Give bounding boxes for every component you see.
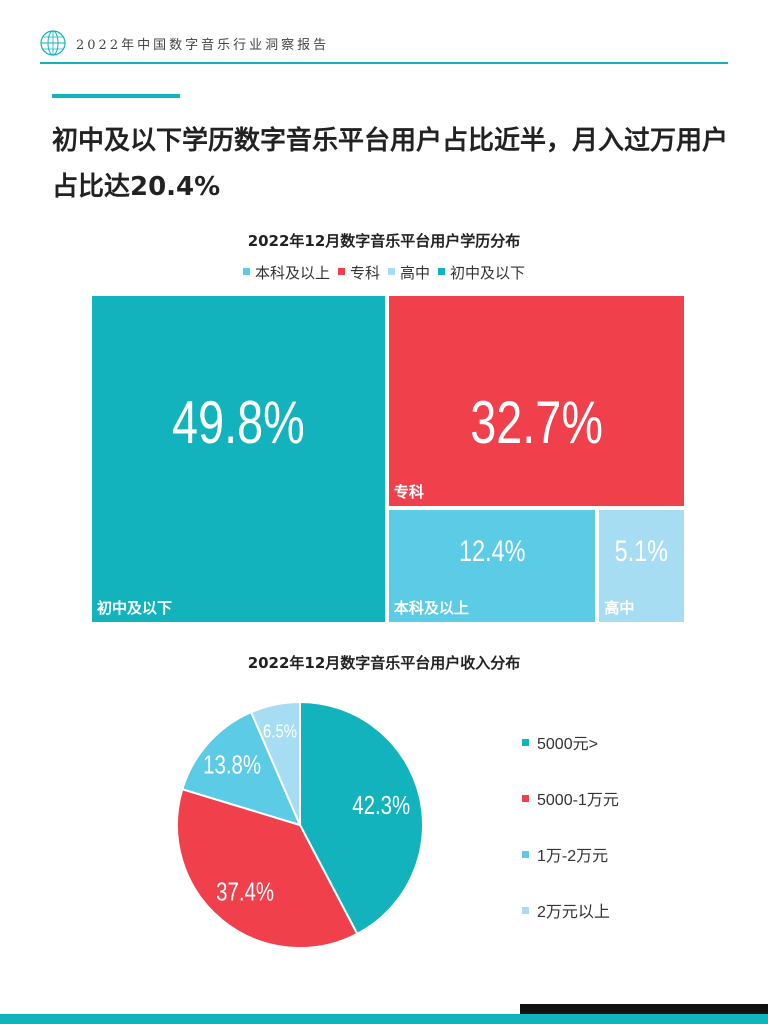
legend-label: 专科	[349, 264, 380, 282]
footer-accent-black	[520, 1004, 768, 1014]
legend-swatch	[522, 795, 529, 803]
legend-label: 5000-1万元	[537, 792, 619, 809]
legend-swatch	[337, 268, 345, 275]
treemap-title: 2022年12月数字音乐平台用户学历分布	[247, 232, 521, 250]
treemap-tile: 32.7% 专科	[388, 296, 684, 507]
legend-label: 高中	[400, 264, 431, 282]
treemap-legend-item: 初中及以下	[438, 262, 525, 283]
treemap-legend-item: 高中	[388, 262, 430, 283]
legend-swatch	[438, 268, 446, 275]
page-headline: 初中及以下学历数字音乐平台用户占比近半，月入过万用户占比达20.4%	[52, 126, 729, 202]
pie-title: 2022年12月数字音乐平台用户收入分布	[247, 654, 521, 672]
header-rule	[40, 62, 728, 64]
legend-label: 5000元>	[537, 736, 598, 753]
education-treemap: 49.8% 初中及以下 32.7% 专科 12.4% 本科及以上 5.1% 高中	[92, 296, 684, 622]
treemap-legend-item: 本科及以上	[242, 262, 330, 283]
pie-legend-item: 5000-1万元	[522, 786, 619, 842]
treemap-tile: 12.4% 本科及以上	[388, 510, 596, 622]
report-title: 2022年中国数字音乐行业洞察报告	[76, 38, 330, 53]
treemap-legend: 本科及以上 专科 高中 初中及以下	[0, 262, 768, 283]
accent-bar	[52, 94, 180, 98]
legend-label: 初中及以下	[450, 264, 526, 282]
treemap-value-label: 5.1%	[615, 534, 669, 568]
pie-value-label: 6.5%	[263, 722, 297, 742]
pie-slice	[176, 787, 359, 949]
pie-slice	[249, 700, 301, 826]
pie-value-label: 42.3%	[352, 790, 410, 820]
legend-label: 1万-2万元	[537, 848, 609, 865]
pie-value-label: 13.8%	[203, 749, 261, 779]
treemap-category-label: 高中	[604, 598, 635, 617]
legend-swatch	[522, 739, 529, 747]
treemap-category-label: 本科及以上	[393, 598, 469, 617]
pie-slice	[299, 700, 424, 936]
pie-legend: 5000元> 5000-1万元 1万-2万元 2万元以上	[522, 730, 619, 954]
treemap-value-label: 12.4%	[458, 534, 526, 568]
pie-legend-item: 1万-2万元	[522, 842, 619, 898]
legend-swatch	[522, 851, 529, 859]
pie-value-label: 37.4%	[216, 876, 274, 906]
treemap-category-label: 初中及以下	[97, 599, 173, 617]
legend-swatch	[522, 907, 529, 915]
pie-legend-item: 2万元以上	[522, 898, 619, 954]
treemap-legend-item: 专科	[337, 262, 380, 283]
legend-swatch	[242, 268, 250, 275]
treemap-tile: 5.1% 高中	[599, 510, 684, 622]
treemap-category-label: 专科	[393, 483, 424, 502]
treemap-value-label: 49.8%	[172, 389, 305, 456]
treemap-tile: 49.8% 初中及以下	[92, 296, 385, 622]
footer-accent-teal	[0, 1014, 768, 1024]
report-header: 2022年中国数字音乐行业洞察报告	[40, 28, 728, 64]
legend-swatch	[388, 268, 395, 275]
globe-icon	[40, 30, 66, 56]
treemap-value-label: 32.7%	[470, 389, 603, 456]
pie-slice	[181, 710, 302, 827]
pie-legend-item: 5000元>	[522, 730, 619, 786]
legend-label: 2万元以上	[537, 904, 610, 921]
legend-label: 本科及以上	[254, 264, 330, 282]
